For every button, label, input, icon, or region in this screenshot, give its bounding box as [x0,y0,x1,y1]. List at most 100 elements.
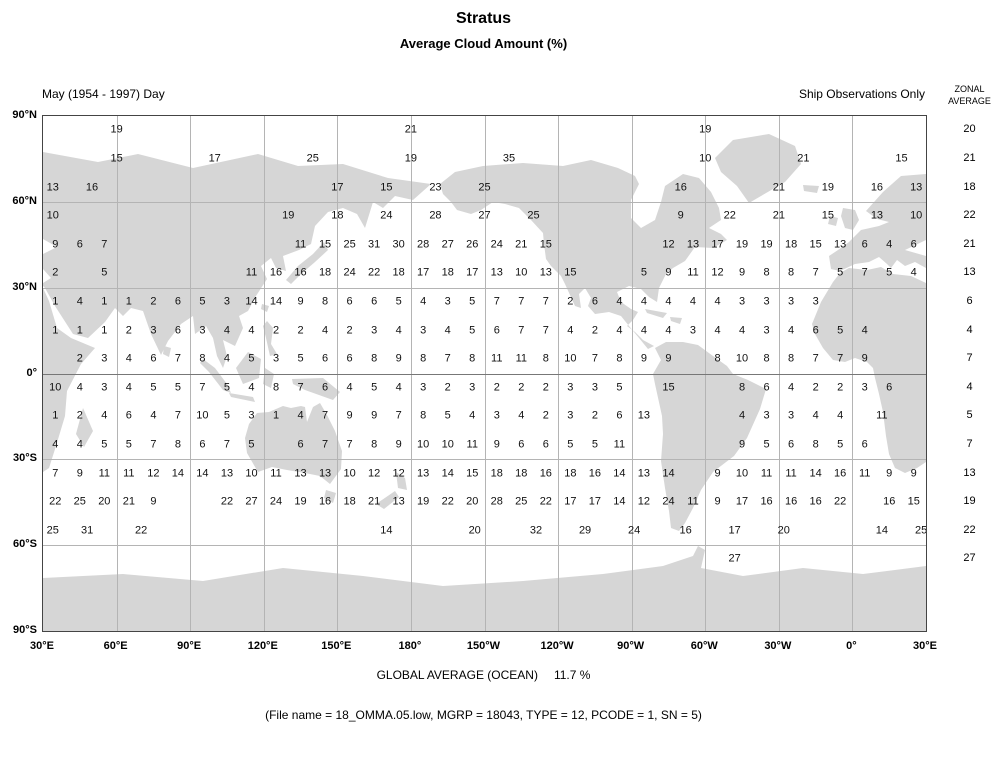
cloud-amount-value: 15 [809,238,822,251]
cloud-amount-value: 7 [591,352,598,365]
cloud-amount-value: 7 [223,438,231,451]
cloud-amount-value: 13 [539,266,552,279]
cloud-amount-value: 12 [637,495,651,508]
cloud-amount-value: 3 [861,381,868,394]
philippines-islands [263,321,277,356]
cloud-amount-value: 10 [699,152,712,165]
cloud-amount-value: 7 [174,352,181,365]
longitude-tick-label: 30°W [764,640,792,652]
cloud-amount-value: 4 [248,381,255,394]
cloud-amount-value: 9 [76,467,83,480]
eurasia-landmass [43,152,431,368]
cloud-amount-value: 9 [346,409,353,422]
cloud-amount-value: 25 [73,495,86,508]
cloud-amount-value: 11 [687,495,699,508]
cloud-amount-value: 22 [723,209,736,222]
cloud-amount-value: 5 [469,295,476,308]
cloud-amount-value: 13 [46,181,59,194]
cloud-amount-value: 6 [346,352,353,365]
cloud-amount-value: 14 [269,295,283,308]
cloud-amount-value: 8 [788,266,795,279]
cloud-amount-value: 5 [886,266,893,279]
cloud-amount-value: 15 [662,381,675,394]
cloud-amount-value: 4 [738,324,746,337]
cloud-amount-value: 4 [910,266,917,279]
cloud-amount-value: 30 [392,238,405,251]
cloud-amount-value: 5 [150,381,157,394]
cloud-amount-value: 18 [490,467,503,480]
parallel-gridline [43,287,926,289]
cloud-amount-value: 2 [493,381,500,394]
cloud-amount-value: 24 [627,524,641,537]
cloud-amount-value: 21 [368,495,381,508]
cloud-amount-value: 5 [248,352,255,365]
cloud-amount-value: 25 [343,238,356,251]
cloud-amount-value: 13 [294,467,307,480]
cloud-amount-value: 4 [444,324,451,337]
parallel-gridline [43,545,926,547]
cloud-amount-value: 19 [294,495,307,508]
cloud-amount-value: 4 [861,324,868,337]
zonal-average-header: ZONAL AVERAGE [941,83,998,107]
cloud-amount-value: 16 [588,467,601,480]
cloud-amount-value: 11 [876,409,888,422]
cloud-amount-value: 6 [346,295,353,308]
cloud-amount-value: 16 [870,181,884,194]
cloud-amount-value: 14 [171,467,185,480]
cloud-amount-value: 8 [542,352,549,365]
cloud-amount-value: 19 [417,495,430,508]
cloud-amount-value: 16 [539,467,552,480]
cloud-amount-value: 17 [588,495,601,508]
cloud-amount-value: 1 [125,295,132,308]
cloud-amount-value: 13 [870,209,884,222]
cloud-amount-value: 8 [174,438,181,451]
cloud-amount-value: 2 [76,352,83,365]
equator-gridline [43,373,926,375]
cloud-amount-value: 9 [665,266,672,279]
cloud-amount-value: 24 [490,238,503,251]
cloud-amount-value: 16 [809,495,822,508]
cloud-amount-value: 4 [812,409,819,422]
cloud-amount-value: 4 [223,352,231,365]
cloud-amount-value: 5 [101,266,108,279]
zonal-header-line2: AVERAGE [948,96,991,107]
cloud-amount-value: 8 [763,352,770,365]
greenland-landmass [715,134,801,203]
cloud-amount-value: 3 [788,295,795,308]
sulawesi-island [263,368,274,388]
cloud-amount-value: 5 [223,381,231,394]
cloud-amount-value: 27 [478,209,491,222]
cloud-amount-value: 4 [640,295,647,308]
cloud-amount-value: 13 [834,238,847,251]
cloud-amount-value: 7 [395,409,402,422]
cloud-amount-value: 4 [395,324,402,337]
cloud-amount-value: 20 [98,495,111,508]
page-subtitle: Average Cloud Amount (%) [399,36,568,51]
madagascar-island [76,408,93,447]
cloud-amount-value: 1 [76,324,83,337]
cloud-amount-value: 24 [269,495,283,508]
cloud-amount-value: 1 [52,324,59,337]
cloud-amount-value: 7 [297,381,304,394]
zonal-average-value: 21 [963,151,976,164]
cloud-amount-value: 4 [788,324,795,337]
zonal-average-value: 21 [963,237,976,250]
cloud-amount-value: 3 [689,324,697,337]
cloud-amount-value: 3 [788,409,795,422]
zonal-average-value: 19 [963,495,976,508]
cloud-amount-value: 7 [518,295,525,308]
cloud-amount-value: 14 [662,467,675,480]
cloud-amount-value: 6 [493,324,500,337]
cloud-amount-value: 5 [444,409,451,422]
cloud-amount-value: 5 [199,295,206,308]
hispaniola-island [670,317,682,324]
latitude-tick-label: 90°N [12,109,37,121]
cloud-amount-value: 7 [861,266,868,279]
cloud-amount-value: 3 [444,295,451,308]
cloud-amount-value: 20 [468,524,481,537]
cloud-amount-value: 18 [331,209,344,222]
zonal-header-line1: ZONAL [954,84,985,94]
cloud-amount-value: 5 [837,266,844,279]
cloud-amount-value: 17 [417,266,430,279]
cloud-amount-value: 3 [812,295,819,308]
